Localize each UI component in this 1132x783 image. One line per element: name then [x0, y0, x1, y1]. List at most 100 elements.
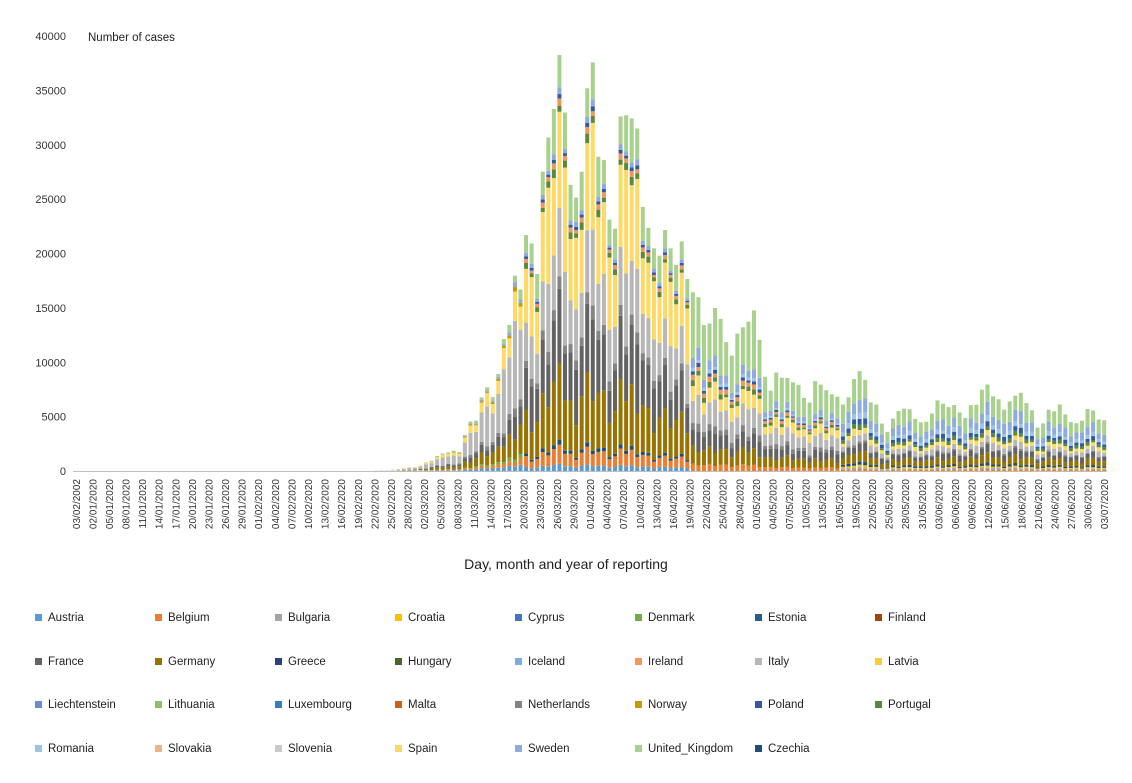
bar-segment — [957, 435, 962, 439]
bar-segment — [1079, 443, 1084, 447]
bar-segment — [996, 449, 1001, 452]
legend-swatch — [395, 701, 402, 708]
bar-segment — [696, 370, 701, 376]
x-tick-label: 07/04/2020 — [619, 479, 630, 529]
bar-segment — [902, 426, 907, 435]
legend-label: Greece — [288, 655, 326, 668]
bar-segment — [1002, 470, 1007, 471]
bar-segment — [1035, 444, 1040, 447]
bar-segment — [779, 419, 784, 422]
bar-segment — [540, 199, 545, 203]
bar-segment — [913, 418, 918, 433]
bar-segment — [835, 426, 840, 429]
bar-segment — [579, 449, 584, 453]
bar-segment — [446, 464, 451, 467]
bar-segment — [885, 455, 890, 457]
x-tick-label: 11/01/2020 — [138, 479, 149, 529]
bar-segment — [579, 452, 584, 467]
bar-segment — [1074, 460, 1079, 466]
bar-segment — [529, 273, 534, 278]
x-tick-label: 10/02/2020 — [304, 479, 315, 529]
bar-segment — [524, 262, 529, 269]
bar-segment — [824, 459, 829, 468]
legend-item: Germany — [155, 656, 215, 668]
bar-segment — [618, 159, 623, 165]
bar-segment — [868, 467, 873, 469]
bar-segment — [1091, 451, 1096, 458]
bar-segment — [1063, 439, 1068, 444]
bar-segment — [462, 456, 467, 459]
bar-segment — [946, 465, 951, 467]
bar-segment — [1079, 468, 1084, 470]
bar-segment — [435, 469, 440, 471]
bar-segment — [1052, 455, 1057, 461]
x-tick-label: 17/03/2020 — [503, 479, 514, 529]
bar-segment — [1002, 444, 1007, 449]
bar-segment — [590, 305, 595, 320]
bar-segment — [635, 454, 640, 457]
bar-segment — [479, 399, 484, 402]
bar-segment — [551, 381, 556, 446]
bar-segment — [1024, 451, 1029, 453]
bar-segment — [663, 452, 668, 456]
bar-segment — [713, 355, 718, 368]
legend-item: Spain — [395, 743, 437, 755]
bar-segment — [1035, 451, 1040, 455]
bar-segment — [574, 467, 579, 471]
bar-segment — [1102, 450, 1107, 453]
bar-segment — [418, 469, 423, 471]
bar-segment — [451, 455, 456, 465]
bar-segment — [624, 453, 629, 467]
bar-segment — [813, 381, 818, 415]
bar-segment — [590, 466, 595, 471]
bar-segment — [429, 463, 434, 468]
bar-segment — [635, 173, 640, 179]
bar-segment — [535, 311, 540, 354]
bar-segment — [474, 469, 479, 471]
legend-label: Liechtenstein — [48, 699, 116, 711]
bar-segment — [663, 408, 668, 453]
legend-swatch — [875, 614, 882, 621]
bar-segment — [701, 465, 706, 471]
legend-swatch — [35, 701, 42, 708]
bar-segment — [707, 463, 712, 471]
bar-segment — [601, 465, 606, 471]
bar-segment — [429, 460, 434, 462]
bar-segment — [1091, 440, 1096, 443]
bar-segment — [929, 449, 934, 456]
bar-segment — [1002, 468, 1007, 469]
legend-item: Slovakia — [155, 743, 211, 755]
bar-segment — [946, 448, 951, 453]
bar-segment — [1052, 454, 1057, 456]
bar-segment — [657, 255, 662, 284]
bar-segment — [985, 468, 990, 471]
bar-segment — [896, 470, 901, 471]
bar-segment — [1029, 468, 1034, 470]
bar-segment — [668, 391, 673, 400]
bar-segment — [1018, 392, 1023, 411]
bar-segment — [985, 442, 990, 444]
bar-segment — [813, 425, 818, 429]
bar-segment — [902, 453, 907, 459]
legend-swatch — [755, 701, 762, 708]
bar-segment — [512, 462, 517, 467]
bar-segment — [518, 458, 523, 465]
bar-segment — [696, 465, 701, 471]
legend-item: Iceland — [515, 656, 565, 668]
bar-segment — [913, 432, 918, 439]
bar-segment — [474, 467, 479, 470]
x-tick-label: 22/02/2020 — [370, 479, 381, 529]
bar-segment — [546, 137, 551, 171]
bar-segment — [590, 111, 595, 116]
x-tick-label: 24/06/2020 — [1050, 479, 1061, 529]
bar-segment — [718, 464, 723, 471]
bar-segment — [568, 227, 573, 233]
bar-segment — [879, 453, 884, 458]
bar-segment — [968, 437, 973, 440]
bar-segment — [751, 369, 756, 379]
bar-segment — [790, 417, 795, 420]
bar-segment — [651, 461, 656, 469]
bar-segment — [857, 419, 862, 425]
bar-segment — [690, 367, 695, 372]
bar-segment — [690, 429, 695, 446]
